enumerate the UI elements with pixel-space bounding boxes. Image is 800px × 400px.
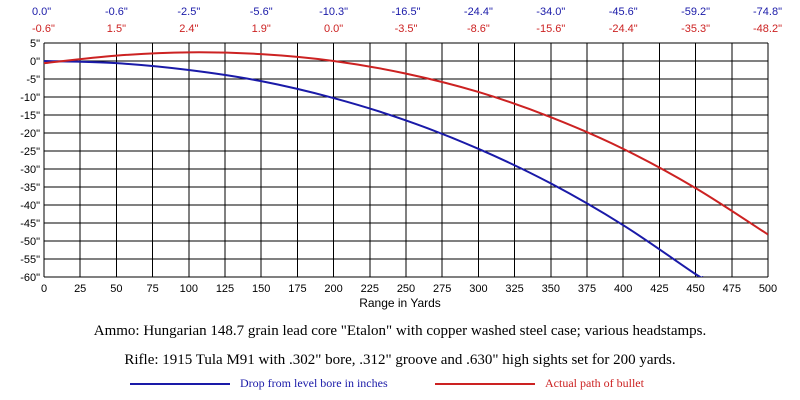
y-tick-label: 0" [30,56,40,68]
drop-series-line [44,60,704,277]
drop-table-value: -5.6" [250,6,273,18]
drop-table-value: 0.0" [32,6,51,18]
y-tick-label: -25" [20,146,40,158]
y-tick-label: -45" [20,218,40,230]
x-tick-label: 400 [614,283,632,295]
x-tick-label: 25 [74,283,86,295]
drop-table-value: -74.8" [753,6,782,18]
y-tick-label: -10" [20,92,40,104]
x-tick-label: 225 [361,283,379,295]
y-tick-label: -15" [20,110,40,122]
x-tick-label: 0 [41,283,47,295]
path-table-value: -3.5" [395,23,418,35]
x-tick-label: 75 [146,283,158,295]
drop-table-value: -59.2" [681,6,710,18]
x-tick-label: 375 [578,283,596,295]
path-table-value: 1.9" [252,23,271,35]
x-axis-label: Range in Yards [359,296,441,310]
path-table-value: -8.6" [467,23,490,35]
drop-table-value: -10.3" [319,6,348,18]
x-tick-label: 175 [288,283,306,295]
x-tick-label: 275 [433,283,451,295]
x-tick-label: 500 [759,283,777,295]
y-tick-label: -20" [20,128,40,140]
drop-table-value: -24.4" [464,6,493,18]
drop-table-value: -0.6" [105,6,128,18]
legend-path-swatch [435,383,535,385]
drop-table-value: -2.5" [177,6,200,18]
y-tick-label: -5" [26,74,40,86]
drop-table-value: -45.6" [609,6,638,18]
path-table-value: 1.5" [107,23,126,35]
path-table-value: -48.2" [753,23,782,35]
y-tick-label: -30" [20,164,40,176]
x-tick-label: 200 [324,283,342,295]
path-table-value: 2.4" [179,23,198,35]
legend-drop-swatch [130,383,230,385]
path-table-value: -0.6" [32,23,55,35]
y-tick-label: -55" [20,254,40,266]
x-tick-label: 450 [686,283,704,295]
x-tick-label: 250 [397,283,415,295]
path-series-line [44,51,768,236]
x-tick-label: 325 [505,283,523,295]
legend-drop-label: Drop from level bore in inches [240,376,388,390]
x-tick-label: 300 [469,283,487,295]
y-tick-label: -35" [20,182,40,194]
x-tick-label: 50 [110,283,122,295]
path-table-value: -24.4" [609,23,638,35]
x-tick-label: 100 [180,283,198,295]
drop-table-value: -34.0" [536,6,565,18]
path-table-value: -15.6" [536,23,565,35]
x-tick-label: 350 [542,283,560,295]
ammo-caption: Ammo: Hungarian 148.7 grain lead core "E… [93,323,707,339]
x-tick-label: 475 [723,283,741,295]
y-tick-label: -40" [20,200,40,212]
drop-table-value: -16.5" [392,6,421,18]
y-tick-label: -60" [20,272,40,284]
path-table-value: 0.0" [324,23,343,35]
y-tick-label: -50" [20,236,40,248]
path-table-value: -35.3" [681,23,710,35]
x-tick-label: 425 [650,283,668,295]
x-tick-label: 125 [216,283,234,295]
rifle-caption: Rifle: 1915 Tula M91 with .302" bore, .3… [124,352,676,368]
legend-path-label: Actual path of bullet [545,376,644,390]
y-tick-label: 5" [30,38,40,50]
x-tick-label: 150 [252,283,270,295]
